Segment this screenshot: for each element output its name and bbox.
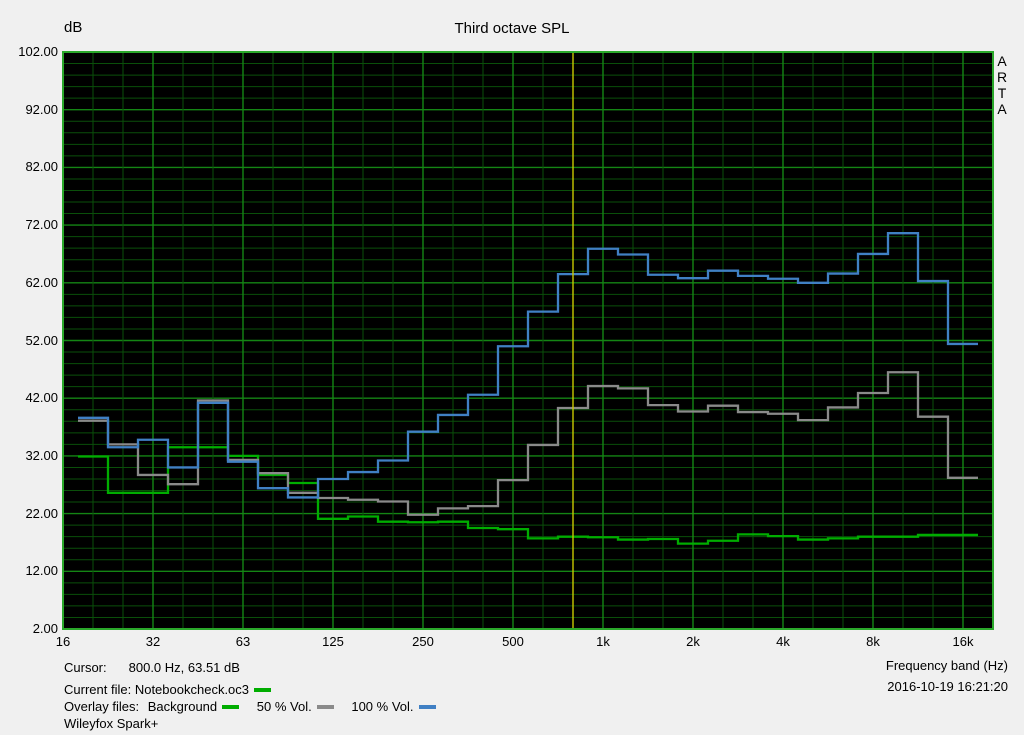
legend-swatch-100-vol xyxy=(418,705,436,709)
series-100-vol- xyxy=(78,232,978,499)
current-file-name: Notebookcheck.oc3 xyxy=(134,682,250,697)
y-tick-label: 82.00 xyxy=(25,159,58,175)
x-axis-title: Frequency band (Hz) xyxy=(885,658,1008,673)
y-axis-unit-label: dB xyxy=(64,19,83,36)
current-file-row: Current file: Notebookcheck.oc3 xyxy=(64,682,272,697)
x-tick-label: 2k xyxy=(686,634,700,649)
x-tick-label: 500 xyxy=(502,634,524,649)
x-tick-label: 250 xyxy=(412,634,434,649)
y-tick-label: 52.00 xyxy=(25,332,58,348)
legend-item-100-vol: 100 % Vol. xyxy=(351,699,436,714)
device-name: Wileyfox Spark+ xyxy=(64,716,159,731)
legend-label: 100 % Vol. xyxy=(351,699,414,714)
x-tick-label: 8k xyxy=(866,634,880,649)
overlay-files-row: Overlay files: Background 50 % Vol. 100 … xyxy=(64,699,436,714)
x-tick-label: 16 xyxy=(55,634,71,649)
y-tick-label: 12.00 xyxy=(25,563,58,579)
watermark-letter: T xyxy=(997,85,1007,101)
y-tick-label: 102.00 xyxy=(18,44,58,59)
legend-item-background: Background xyxy=(147,699,240,714)
y-tick-label: 42.00 xyxy=(25,390,58,406)
overlay-files-label: Overlay files: xyxy=(64,699,140,714)
chart-title: Third octave SPL xyxy=(454,20,570,37)
legend-swatch-background xyxy=(222,705,240,709)
x-tick-label: 125 xyxy=(322,634,344,649)
current-file-label: Current file: xyxy=(64,682,132,697)
x-tick-label: 4k xyxy=(776,634,790,649)
measurement-datetime: 2016-10-19 16:21:20 xyxy=(887,679,1008,694)
y-tick-label: 62.00 xyxy=(25,274,58,290)
cursor-value: 800.0 Hz, 63.51 dB xyxy=(128,660,240,675)
watermark-letter: R xyxy=(997,69,1008,85)
legend-label: Background xyxy=(147,699,218,714)
y-tick-label: 32.00 xyxy=(25,447,58,463)
cursor-label: Cursor: xyxy=(64,660,107,675)
x-tick-label: 1k xyxy=(596,634,610,649)
y-tick-label: 72.00 xyxy=(25,217,58,233)
legend-label: 50 % Vol. xyxy=(256,699,312,714)
watermark-letter: A xyxy=(997,101,1007,117)
x-tick-label: 16k xyxy=(952,634,974,649)
y-tick-label: 2.00 xyxy=(32,621,58,636)
watermark-letter: A xyxy=(997,53,1007,69)
plot-border xyxy=(62,51,994,630)
legend-item-50-vol: 50 % Vol. xyxy=(257,699,334,714)
x-tick-label: 32 xyxy=(145,634,161,649)
x-tick-label: 63 xyxy=(235,634,251,649)
cursor-readout: Cursor: 800.0 Hz, 63.51 dB xyxy=(64,660,240,675)
y-tick-label: 92.00 xyxy=(25,101,58,117)
y-tick-label: 22.00 xyxy=(25,505,58,521)
legend-swatch-50-vol xyxy=(316,705,334,709)
current-file-color-swatch xyxy=(254,688,272,692)
